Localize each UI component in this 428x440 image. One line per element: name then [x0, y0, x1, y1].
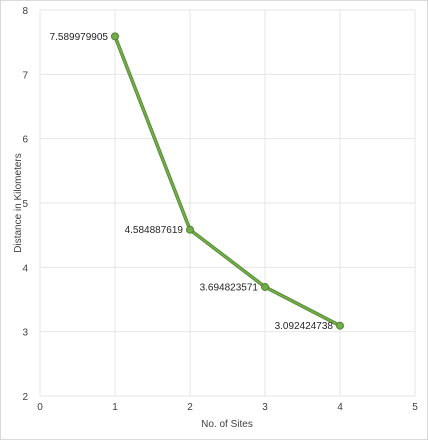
y-axis-title: Distance in Kilometers	[13, 153, 24, 252]
data-label: 7.589979905	[50, 32, 109, 43]
x-tick-label: 5	[412, 402, 418, 413]
x-tick-label: 0	[37, 402, 43, 413]
data-label: 3.092424738	[275, 321, 334, 332]
data-point	[186, 225, 194, 234]
data-point	[336, 321, 344, 330]
x-tick-label: 1	[112, 402, 118, 413]
y-tick-label: 7	[22, 70, 28, 81]
series-line	[114, 35, 341, 327]
data-point	[111, 32, 119, 41]
data-label: 3.694823571	[200, 282, 259, 293]
data-series	[111, 32, 344, 330]
data-point	[261, 282, 269, 291]
y-tick-label: 4	[22, 263, 28, 274]
data-labels: 7.589979905 4.584887619 3.694823571 3.09242…	[50, 32, 334, 332]
x-tick-label: 4	[337, 402, 343, 413]
tick-labels: 0 1 2 3 4 5 2 3 4 5 6 7 8	[22, 6, 418, 413]
gridlines	[39, 9, 416, 397]
x-tick-label: 3	[262, 402, 268, 413]
data-label: 4.584887619	[125, 225, 184, 236]
x-axis-title: No. of Sites	[201, 419, 253, 430]
x-tick-label: 2	[187, 402, 193, 413]
y-tick-label: 5	[22, 199, 28, 210]
y-tick-label: 2	[22, 392, 28, 403]
y-tick-label: 6	[22, 135, 28, 146]
y-tick-label: 3	[22, 328, 28, 339]
y-tick-label: 8	[22, 6, 28, 17]
